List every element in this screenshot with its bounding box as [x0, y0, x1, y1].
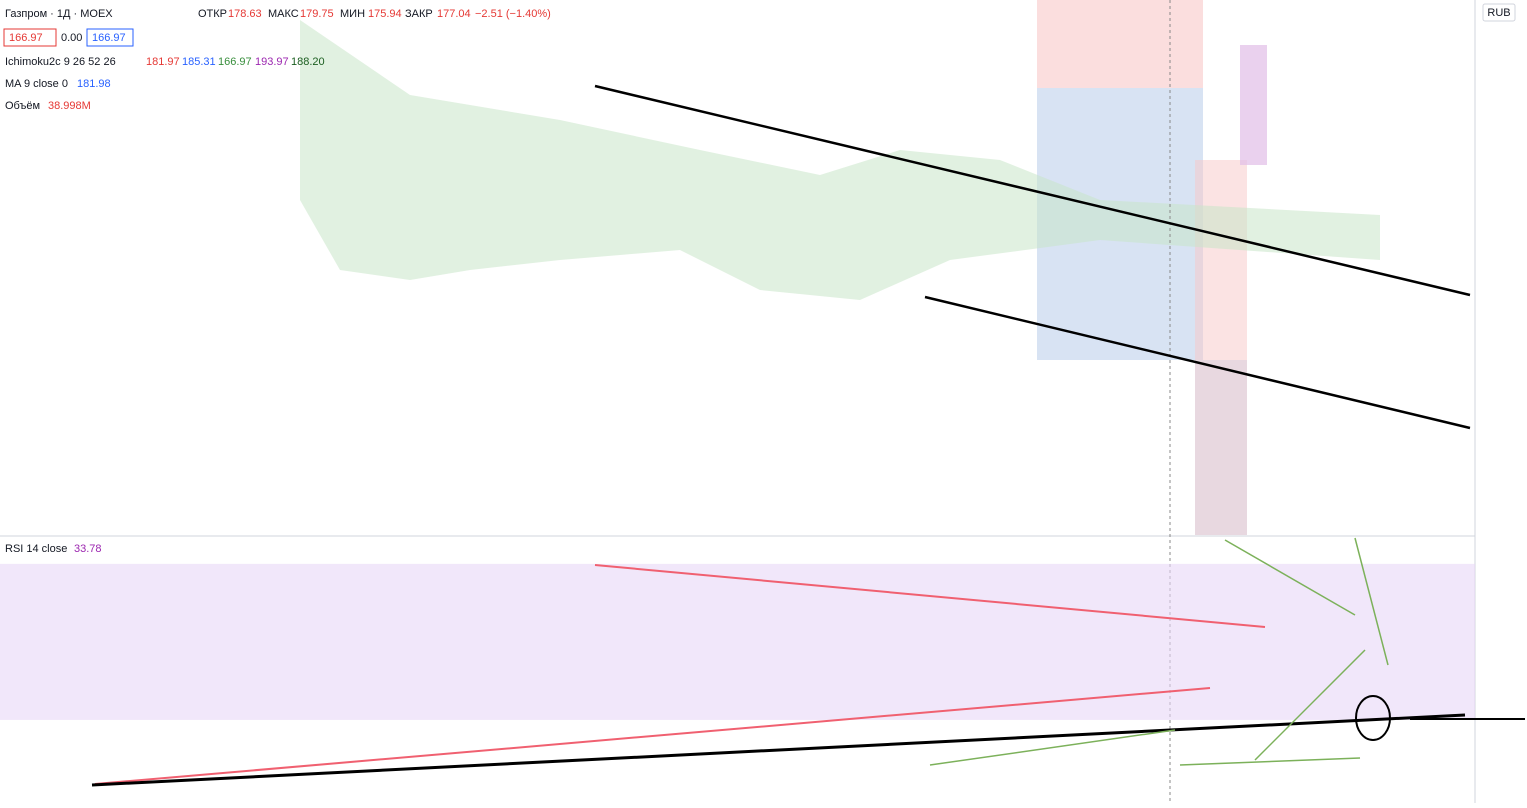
label: МАКС — [268, 8, 299, 20]
value: 185.31 — [182, 56, 216, 68]
indicator[interactable]: Ichimoku2c 9 26 52 26 — [5, 56, 116, 68]
spread: 0.00 — [61, 32, 82, 44]
bid-box[interactable] — [3, 28, 57, 47]
circle-mark — [1355, 695, 1391, 741]
value: 178.63 — [228, 8, 262, 20]
currency: RUB — [1487, 7, 1510, 19]
rsi-trend — [94, 687, 1211, 785]
value: 38.998M — [48, 100, 91, 112]
value: 179.75 — [300, 8, 334, 20]
value: 188.20 — [291, 56, 325, 68]
label: ЗАКР — [405, 8, 433, 20]
symbol[interactable]: Газпром · 1Д · MOEX — [5, 8, 113, 20]
ichimoku-cloud — [300, 20, 1380, 300]
rsi-trend — [594, 564, 1266, 628]
ask-box[interactable] — [86, 28, 134, 47]
green-rays — [929, 537, 1389, 766]
value: 193.97 — [255, 56, 289, 68]
value: 177.04 — [437, 8, 471, 20]
value: 175.94 — [368, 8, 402, 20]
value: 181.98 — [77, 78, 111, 90]
bid: 166.97 — [9, 32, 43, 44]
currency-button[interactable] — [1482, 3, 1516, 22]
indicator[interactable]: MA 9 close 0 — [5, 78, 68, 90]
ask: 166.97 — [92, 32, 126, 44]
label: ОТКР — [198, 8, 227, 20]
rsi-trend — [91, 713, 1466, 787]
rsi-band — [0, 563, 1475, 720]
change: −2.51 (−1.40%) — [475, 8, 551, 20]
value: 181.97 — [146, 56, 180, 68]
value: 33.78 — [74, 543, 102, 555]
fib-zone — [1240, 45, 1267, 165]
indicator[interactable]: Объём — [5, 100, 40, 112]
value: 166.97 — [218, 56, 252, 68]
label: МИН — [340, 8, 365, 20]
trend-line — [594, 84, 1471, 297]
indicator[interactable]: RSI 14 close — [5, 543, 67, 555]
trend-line — [924, 295, 1471, 430]
